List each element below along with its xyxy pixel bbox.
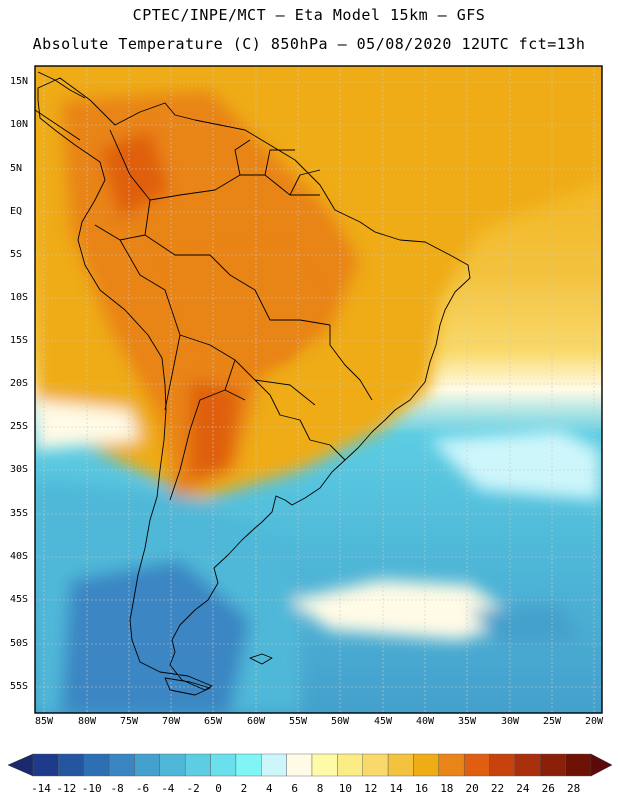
chart-title-line-2: Absolute Temperature (C) 850hPa — 05/08/…	[32, 35, 586, 53]
south-america-coastline	[37, 77, 471, 691]
lat-lon-grid	[35, 66, 602, 713]
colorbar-cells	[7, 753, 613, 777]
coastlines-and-borders	[35, 71, 471, 696]
lat-label: 55S	[10, 681, 29, 692]
colorbar-label: 18	[440, 782, 454, 795]
lat-label: 5N	[10, 163, 23, 174]
colorbar-cell	[413, 753, 440, 777]
chart-title-line-1: CPTEC/INPE/MCT — Eta Model 15km — GFS	[132, 6, 486, 24]
colorbar-cell	[235, 753, 262, 777]
lon-label: 65W	[203, 716, 223, 727]
lat-label: 40S	[10, 551, 29, 562]
temperature-field	[35, 66, 602, 713]
lat-label: 20S	[10, 378, 29, 389]
lon-label: 40W	[415, 716, 435, 727]
lat-label: 30S	[10, 464, 29, 475]
colorbar-cell	[108, 753, 135, 777]
colorbar-label: -2	[186, 782, 200, 795]
colorbar-cell	[565, 753, 592, 777]
colorbar-cell	[463, 753, 490, 777]
colorbar-label: -10	[81, 782, 102, 795]
national-borders	[94, 129, 373, 501]
colorbar-label: 28	[567, 782, 581, 795]
colorbar-label: 26	[541, 782, 555, 795]
colorbar-label: 14	[389, 782, 403, 795]
colorbar-label: 22	[490, 782, 505, 795]
colorbar	[7, 753, 613, 777]
lat-label: 5S	[10, 249, 23, 260]
colorbar-label: 24	[516, 782, 530, 795]
lat-label: 35S	[10, 508, 29, 519]
colorbar-label: 4	[265, 782, 273, 795]
colorbar-cell	[286, 753, 313, 777]
colorbar-cell	[32, 753, 59, 777]
lon-label: 30W	[500, 716, 520, 727]
lon-label: 75W	[119, 716, 139, 727]
colorbar-cell	[387, 753, 414, 777]
temperature-map	[34, 65, 603, 714]
colorbar-cell	[184, 753, 211, 777]
colorbar-cell	[540, 753, 566, 777]
colorbar-label: -4	[161, 782, 175, 795]
colorbar-cell	[489, 753, 516, 777]
lon-label: 20W	[584, 716, 604, 727]
central-america-coastline	[35, 71, 86, 141]
lon-label: 70W	[161, 716, 181, 727]
colorbar-cell	[362, 753, 389, 777]
lat-label: 45S	[10, 594, 29, 605]
colorbar-label: -14	[31, 782, 51, 795]
colorbar-cell	[210, 753, 237, 777]
colorbar-right-arrow	[590, 753, 613, 777]
colorbar-label: 12	[364, 782, 378, 795]
tierra-del-fuego	[164, 677, 211, 696]
colorbar-label: 16	[414, 782, 429, 795]
colorbar-label: -6	[135, 782, 150, 795]
lon-label: 45W	[373, 716, 393, 727]
map-frame	[34, 65, 603, 714]
colorbar-cell	[134, 753, 161, 777]
falklands	[249, 653, 273, 665]
lon-label: 25W	[542, 716, 562, 727]
lon-label: 55W	[288, 716, 308, 727]
lat-label: 10S	[10, 292, 29, 303]
lat-label: 25S	[10, 421, 29, 432]
lat-label: EQ	[10, 206, 23, 217]
colorbar-cell	[337, 753, 363, 777]
colorbar-label: 2	[240, 782, 248, 795]
colorbar-label: 10	[338, 782, 352, 795]
colorbar-label: 20	[465, 782, 479, 795]
lon-label: 85W	[34, 716, 54, 727]
colorbar-left-arrow	[7, 753, 34, 777]
colorbar-label: 8	[316, 782, 324, 795]
colorbar-cell	[311, 753, 338, 777]
colorbar-cell	[83, 753, 110, 777]
lat-label: 10N	[10, 119, 29, 130]
lon-label: 60W	[246, 716, 266, 727]
lat-label: 15N	[10, 76, 29, 87]
colorbar-label: -12	[56, 782, 77, 795]
lon-label: 35W	[457, 716, 477, 727]
colorbar-label: -8	[110, 782, 124, 795]
lon-label: 50W	[330, 716, 350, 727]
colorbar-label: 6	[291, 782, 298, 795]
colorbar-cell	[58, 753, 84, 777]
lon-label: 80W	[77, 716, 97, 727]
lat-label: 15S	[10, 335, 29, 346]
colorbar-cell	[438, 753, 465, 777]
colorbar-cell	[514, 753, 541, 777]
lat-label: 50S	[10, 638, 29, 649]
colorbar-label: 0	[215, 782, 222, 795]
colorbar-cell	[261, 753, 287, 777]
colorbar-cell	[159, 753, 186, 777]
